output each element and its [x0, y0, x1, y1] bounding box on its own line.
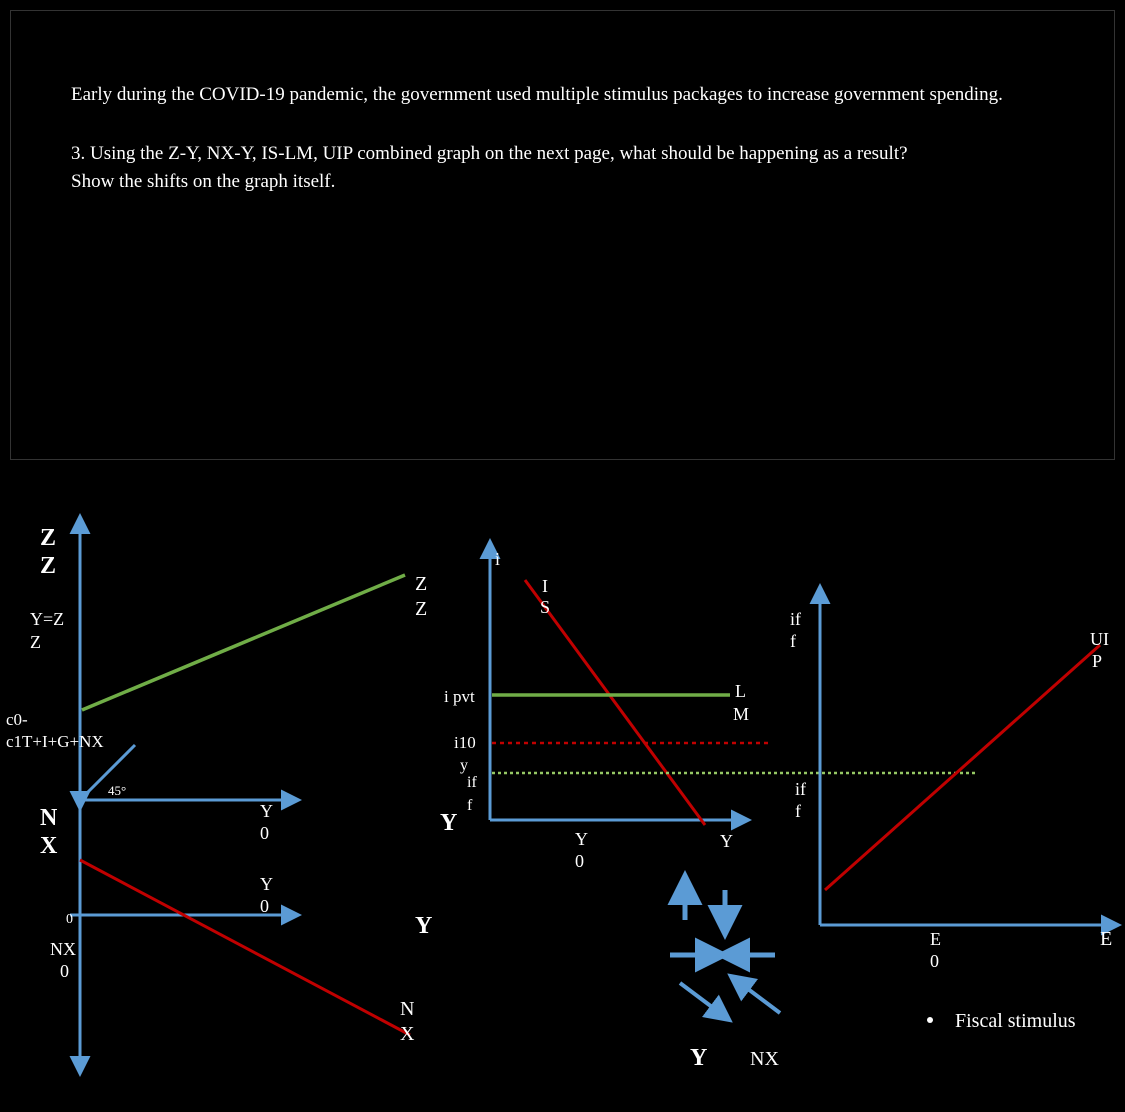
- nxy-0mark: 0: [66, 912, 73, 927]
- question-para2: 3. Using the Z-Y, NX-Y, IS-LM, UIP combi…: [71, 140, 1054, 169]
- zy-c0: c0-: [6, 710, 28, 729]
- nxy-Yu2: 0: [260, 896, 269, 916]
- combined-graph: Z Z Y=Z Z c0- c1T+I+G+NX 45° N X Y 0 Z Z…: [0, 465, 1125, 1112]
- nxy-Yu1: Y: [260, 874, 273, 894]
- nxy-NX: NX: [50, 939, 76, 959]
- islm-M: M: [733, 704, 749, 724]
- nxy-Xe: X: [400, 1023, 415, 1045]
- zy-panel: Z Z Y=Z Z c0- c1T+I+G+NX 45° N X Y 0 Z Z: [6, 525, 427, 859]
- islm-I: I: [542, 576, 548, 596]
- zy-45: 45°: [108, 783, 126, 798]
- zy-c1T: c1T+I+G+NX: [6, 732, 104, 751]
- islm-Y02: 0: [575, 851, 584, 871]
- zy-X: X: [40, 833, 58, 859]
- legend-Y: Y: [690, 1045, 707, 1071]
- zy-ZZ2: Z: [415, 598, 427, 620]
- nxy-Yr: Y: [415, 913, 432, 939]
- uip-E0b: 0: [930, 951, 939, 971]
- zy-Y0: 0: [260, 823, 269, 843]
- islm-Ylab: Y: [440, 810, 457, 836]
- zy-Z1: Z: [40, 525, 56, 551]
- zy-Z2: Z: [40, 553, 56, 579]
- uip-if1: if: [790, 609, 801, 629]
- islm-Yax: Y: [720, 831, 733, 851]
- zy-N: N: [40, 805, 58, 831]
- uip-panel: if f if f UI P E 0 E: [790, 595, 1112, 971]
- legend-fiscal: Fiscal stimulus: [955, 1010, 1076, 1032]
- islm-i: i: [495, 549, 500, 569]
- islm-yif2: if: [467, 774, 477, 791]
- legend-arrows: Y NX Fiscal stimulus: [670, 890, 1076, 1071]
- nxy-NX0: 0: [60, 961, 69, 981]
- islm-panel: i i pvt i10 y if f I S L M Y Y 0 Y: [440, 549, 975, 871]
- uip-UI: UI: [1090, 629, 1109, 649]
- uip-if2: f: [790, 631, 796, 651]
- zy-Y: Y: [260, 801, 273, 821]
- question-panel: Early during the COVID-19 pandemic, the …: [10, 10, 1115, 460]
- nxy-panel: 0 Y 0 Y NX 0 N X: [50, 800, 432, 1065]
- uip-E: E: [1100, 928, 1112, 950]
- question-para3: Show the shifts on the graph itself.: [71, 168, 1054, 197]
- nxy-Ne: N: [400, 998, 414, 1020]
- uip-ifl2: f: [795, 801, 801, 821]
- uip-E0a: E: [930, 929, 941, 949]
- islm-Y01: Y: [575, 829, 588, 849]
- zy-Zlab: Z: [30, 632, 41, 652]
- islm-i10: i10: [454, 733, 476, 752]
- islm-f: f: [467, 797, 473, 814]
- islm-yif1: y: [460, 757, 468, 774]
- zy-YeqZ: Y=Z: [30, 609, 64, 629]
- uip-P: P: [1092, 651, 1102, 671]
- uip-ifl1: if: [795, 779, 806, 799]
- question-para1: Early during the COVID-19 pandemic, the …: [71, 81, 1054, 110]
- islm-L: L: [735, 681, 746, 701]
- legend-NX: NX: [750, 1048, 779, 1070]
- islm-ipvt: i pvt: [444, 687, 475, 706]
- islm-S: S: [540, 597, 550, 617]
- zy-ZZ1: Z: [415, 573, 427, 595]
